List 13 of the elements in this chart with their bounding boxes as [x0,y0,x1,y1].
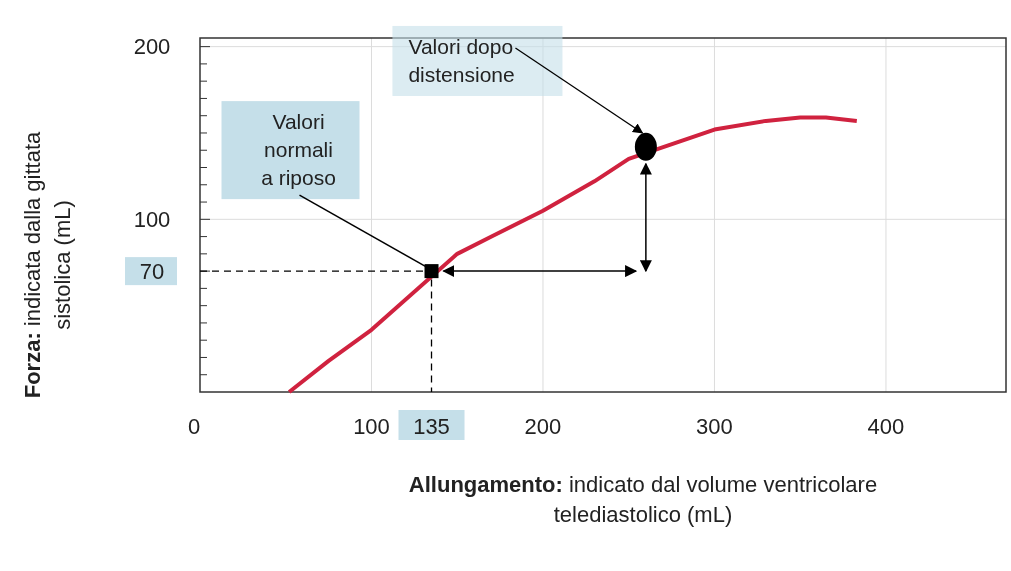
x-tick-label: 0 [187,413,201,439]
x-tick-label: 200 [524,413,562,439]
x-tick-label: 135 [413,413,450,439]
y-axis-title: Forza: indicata dalla gittata sistolica (mL) [20,130,75,399]
annotation: Valori normali a riposo [261,110,336,190]
x-tick-label: 300 [696,413,733,439]
y-tick-label: 200 [133,34,171,60]
x-tick-label: 400 [867,413,905,439]
y-tick-label: 70 [139,258,165,284]
annotation: Valori dopo distensione [408,34,515,86]
x-tick-label: 100 [353,413,390,439]
x-axis-title: Allungamento: indicato dal volume ventricolare telediastolico (mL) [408,472,878,527]
y-tick-label: 100 [133,207,171,233]
